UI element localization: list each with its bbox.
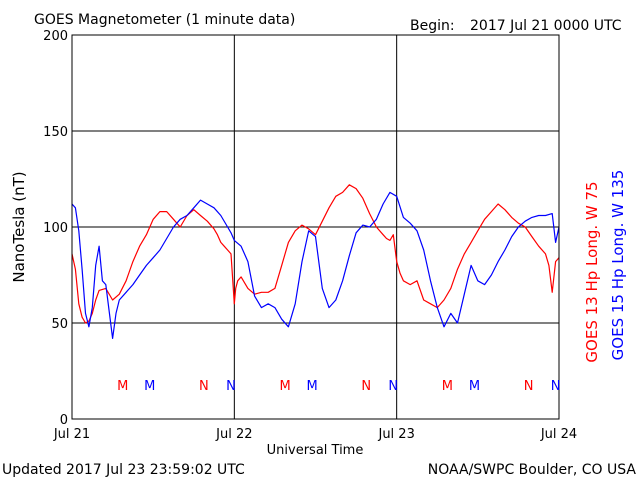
legend-goes15: GOES 15 Hp Long. W 135 — [609, 170, 627, 361]
begin-value: 2017 Jul 21 0000 UTC — [470, 18, 622, 34]
legend-goes13: GOES 13 Hp Long. W 75 — [583, 181, 601, 362]
begin-label: Begin: — [410, 18, 455, 34]
mn-marker: M — [469, 379, 480, 394]
y-tick-label: 150 — [43, 125, 68, 140]
y-tick-label: 50 — [51, 317, 68, 332]
grid — [72, 35, 559, 419]
plot-frame — [71, 34, 560, 420]
y-axis-label: NanoTesla (nT) — [10, 171, 28, 282]
mn-marker: M — [442, 379, 453, 394]
mn-markers: M NM N M NM N M NM N — [117, 379, 560, 394]
chart-title: GOES Magnetometer (1 minute data) — [34, 12, 295, 28]
x-axis-label: Universal Time — [267, 443, 364, 458]
x-tick-label: Jul 22 — [215, 427, 252, 442]
x-tick-label: Jul 23 — [377, 427, 414, 442]
mn-marker: M — [307, 379, 318, 394]
x-tick-label: Jul 21 — [53, 427, 90, 442]
mn-marker: M — [144, 379, 155, 394]
series-line-goes13 — [71, 184, 560, 324]
mn-marker: N — [551, 379, 561, 394]
mn-marker: M — [279, 379, 290, 394]
mn-marker: N — [388, 379, 398, 394]
mn-marker: N — [226, 379, 236, 394]
y-tick-label: 0 — [60, 413, 68, 428]
mn-marker: N — [524, 379, 534, 394]
x-tick-label: Jul 24 — [540, 427, 577, 442]
y-tick-label: 200 — [43, 29, 68, 44]
series-layer — [71, 184, 560, 339]
y-tick-label: 100 — [43, 221, 68, 236]
y-tick-labels: 0 50 100 150 200 — [43, 29, 68, 428]
mn-marker: M — [117, 379, 128, 394]
updated-timestamp: Updated 2017 Jul 23 23:59:02 UTC — [2, 462, 245, 478]
series-line-goes15 — [71, 191, 560, 339]
credit-text: NOAA/SWPC Boulder, CO USA — [428, 462, 637, 478]
mn-marker: N — [361, 379, 371, 394]
mn-marker: N — [199, 379, 209, 394]
x-tick-labels: Jul 21 Jul 22 Jul 23 Jul 24 — [53, 427, 577, 442]
